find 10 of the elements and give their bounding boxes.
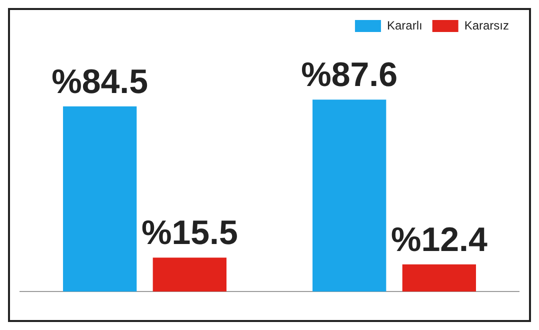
legend-label: Kararsız bbox=[464, 18, 510, 32]
bar bbox=[152, 258, 226, 292]
bar bbox=[402, 264, 476, 292]
data-label: %12.4 bbox=[390, 220, 488, 259]
data-label: %87.6 bbox=[301, 56, 398, 94]
data-label: %15.5 bbox=[141, 214, 238, 252]
data-label: %84.5 bbox=[52, 62, 148, 101]
bar bbox=[312, 100, 386, 292]
legend-label: Kararlı bbox=[386, 18, 422, 32]
bar bbox=[63, 106, 137, 292]
